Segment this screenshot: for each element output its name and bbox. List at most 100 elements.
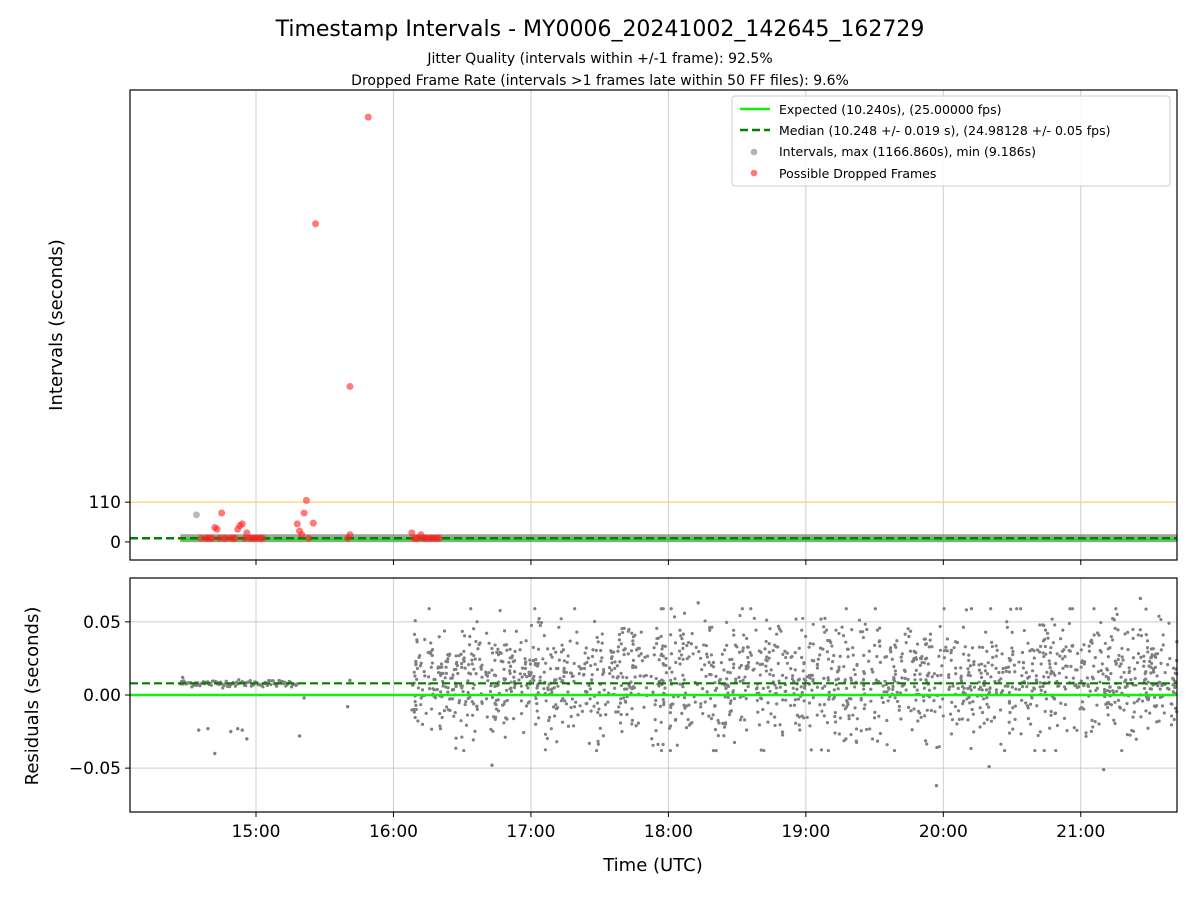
residual-point (760, 662, 765, 666)
residual-point (837, 631, 841, 636)
intervals-panel: 0 110 Intervals (seconds) Expected (10.24… (46, 89, 1178, 565)
residual-point (1017, 660, 1021, 664)
residual-point (1065, 664, 1069, 668)
residual-point (721, 721, 725, 725)
residual-point (826, 638, 830, 643)
residual-point (1026, 716, 1031, 721)
residual-point (789, 666, 793, 671)
residual-point (992, 716, 996, 720)
residual-point (634, 724, 638, 728)
residual-point (233, 684, 237, 688)
residual-point (711, 748, 716, 753)
residual-point (1129, 678, 1133, 682)
residual-point (601, 672, 605, 677)
residual-point (878, 731, 882, 736)
residual-point (454, 746, 458, 750)
residual-point (487, 671, 491, 675)
residual-point (837, 732, 841, 736)
residual-point (455, 663, 459, 668)
residual-point (1106, 676, 1111, 680)
residual-point (738, 718, 743, 722)
residual-point (964, 608, 968, 612)
residual-point (855, 662, 859, 667)
residual-point (1090, 675, 1094, 679)
residual-point (413, 715, 417, 720)
residual-point (915, 642, 920, 646)
residual-point (803, 684, 807, 688)
residual-point (928, 638, 932, 642)
residual-point (1020, 674, 1024, 678)
residual-point (1095, 631, 1100, 635)
residual-point (1146, 726, 1150, 730)
residual-point (454, 736, 458, 740)
residual-point (906, 677, 910, 682)
residual-point (870, 737, 875, 741)
residual-point (511, 717, 516, 721)
residual-point (784, 689, 788, 693)
residual-point (859, 729, 863, 733)
residual-point (613, 660, 617, 664)
residual-point (918, 663, 922, 668)
residual-point (704, 644, 708, 648)
residual-point (1048, 662, 1052, 666)
residual-point (512, 675, 516, 679)
residual-point (622, 696, 626, 700)
residual-point (1134, 737, 1138, 741)
residual-point (907, 634, 911, 639)
residual-point (517, 678, 521, 682)
residual-point (916, 709, 921, 714)
residual-point (1118, 664, 1122, 668)
residual-point (778, 685, 782, 689)
residual-point (702, 643, 706, 647)
residual-point (493, 658, 497, 662)
residual-notable-4 (987, 764, 991, 769)
residual-point (784, 655, 788, 660)
residual-point (657, 684, 661, 688)
residual-point (451, 697, 455, 701)
residual-point (416, 719, 420, 723)
residual-point (1158, 695, 1162, 700)
residual-point (569, 714, 573, 719)
residual-point (560, 643, 564, 647)
residual-point (966, 718, 970, 722)
residual-point (1005, 625, 1010, 629)
residual-point (622, 687, 627, 691)
residual-point (845, 699, 849, 703)
residual-outlier-8 (302, 696, 306, 700)
residual-point (926, 662, 930, 666)
residual-point (616, 649, 620, 653)
residual-point (601, 734, 605, 738)
residual-point (504, 643, 509, 647)
residual-point (503, 700, 507, 704)
residual-point (1099, 668, 1103, 673)
residual-point (490, 668, 494, 672)
residual-point (609, 656, 614, 661)
residual-point (620, 729, 624, 734)
residual-point (1109, 672, 1113, 676)
residual-point (759, 696, 763, 700)
residual-point (468, 634, 472, 639)
residual-point (825, 650, 829, 654)
residual-point (1123, 685, 1127, 689)
residual-point (875, 654, 879, 659)
residual-point (1030, 662, 1035, 666)
residual-point (579, 667, 583, 671)
residual-point (886, 699, 890, 703)
legend-dropped-label: Possible Dropped Frames (779, 166, 936, 181)
residual-point (811, 696, 815, 700)
residual-point (1006, 684, 1010, 688)
residual-point (1157, 614, 1161, 618)
residual-point (878, 644, 882, 648)
residual-point (826, 676, 830, 680)
residual-point (1150, 661, 1154, 665)
residual-point (572, 661, 576, 666)
residual-point (1068, 607, 1072, 611)
residual-point (892, 665, 896, 669)
residual-point (1038, 644, 1043, 648)
residual-point (535, 702, 539, 706)
residual-point (987, 705, 991, 709)
residual-point (723, 648, 727, 652)
residual-point (1149, 671, 1153, 675)
residual-point (549, 727, 553, 731)
residual-point (1062, 685, 1067, 689)
